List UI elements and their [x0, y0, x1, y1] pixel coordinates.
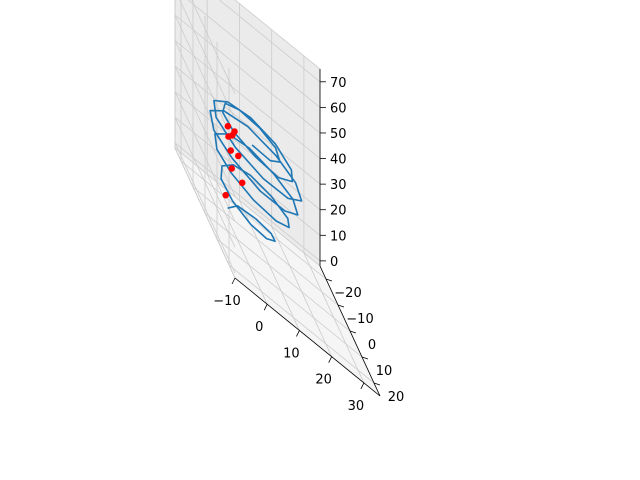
y-tick	[349, 330, 357, 334]
z-gridline	[174, 65, 321, 197]
z-tick-label: 60	[330, 101, 347, 116]
red-marker	[238, 179, 246, 187]
red-marker	[231, 128, 238, 135]
z-tick-label: 0	[330, 255, 338, 270]
y-tick-label: −20	[334, 286, 361, 301]
y-tick-label: −10	[346, 312, 373, 327]
z-gridline	[179, 0, 321, 120]
tick-marks	[231, 81, 381, 390]
y-gridline	[216, 42, 363, 358]
red-marker	[235, 152, 242, 160]
x-gridline	[303, 55, 365, 384]
red-marker	[227, 147, 234, 154]
y-tick	[325, 278, 333, 282]
red-marker	[222, 191, 229, 199]
x-gridline	[206, 0, 268, 305]
z-tick-label: 50	[330, 127, 347, 142]
z-tick-label: 10	[330, 229, 347, 244]
x-tick-label: 10	[283, 346, 300, 361]
y-tick-label: 10	[376, 364, 393, 379]
x-gridline	[271, 29, 333, 357]
x-tick-label: 20	[315, 373, 332, 388]
trajectory-line	[209, 99, 303, 243]
x-tick	[296, 330, 300, 337]
z-gridline	[174, 142, 321, 274]
x-tick-label: 30	[348, 399, 365, 414]
x-tick	[263, 304, 268, 311]
x-tick-label: −10	[213, 294, 240, 309]
red-marker	[224, 122, 232, 130]
z-tick-label: 30	[330, 178, 347, 193]
z-tick-label: 70	[330, 76, 347, 91]
x-tick	[328, 356, 333, 363]
y-tick-label: 20	[388, 390, 405, 405]
x-tick-label: 0	[255, 320, 263, 335]
y-gridline	[204, 16, 351, 332]
x-axis-line	[234, 277, 381, 397]
y-tick-label: 0	[368, 338, 376, 353]
x-tick	[360, 382, 365, 390]
z-tick-label: 40	[330, 153, 347, 168]
plot-area	[209, 99, 303, 243]
z-gridline	[174, 14, 321, 146]
z-gridline	[191, 0, 321, 94]
y-gridline	[192, 0, 339, 306]
y-gridline	[180, 0, 327, 280]
z-gridline	[174, 91, 321, 222]
gridlines	[174, 0, 375, 384]
z-tick-label: 20	[330, 204, 347, 219]
x-tick	[231, 277, 236, 285]
red-marker	[228, 165, 235, 172]
y-tick	[361, 356, 369, 360]
y-tick	[337, 304, 345, 308]
x-gridline	[174, 0, 236, 279]
y-tick	[373, 382, 381, 386]
axis-panes	[174, 0, 381, 397]
z-gridline	[174, 40, 321, 171]
x-gridline	[238, 3, 300, 331]
